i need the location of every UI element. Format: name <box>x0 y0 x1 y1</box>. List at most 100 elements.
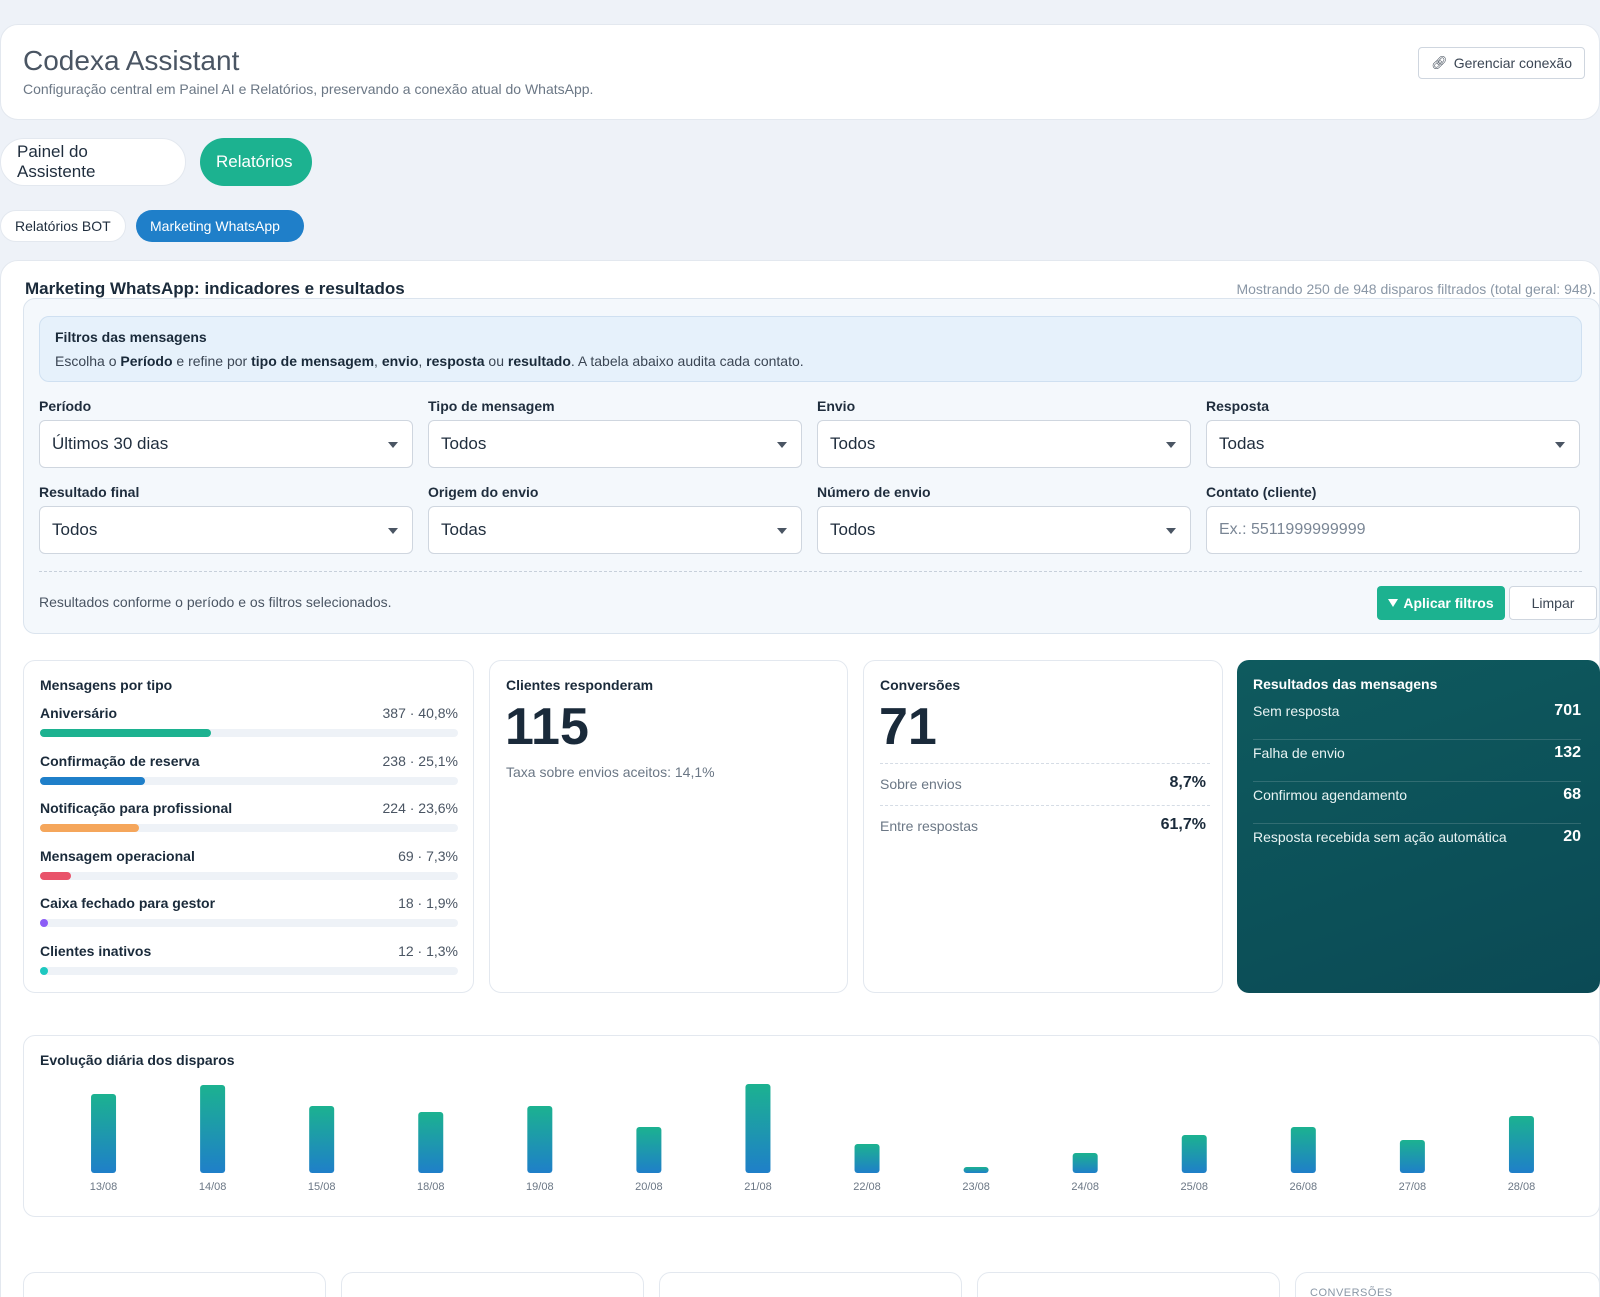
chart-bar <box>636 1127 662 1173</box>
apply-filters-button[interactable]: Aplicar filtros <box>1377 586 1505 620</box>
metric-divider <box>880 805 1210 806</box>
result-row: Resposta recebida sem ação automática 20 <box>1253 824 1581 866</box>
app-subtitle: Configuração central em Painel AI e Rela… <box>23 81 594 97</box>
type-progress-fill <box>40 871 71 880</box>
metric-label: Entre respostas <box>880 818 979 834</box>
subtab-marketing-whatsapp[interactable]: Marketing WhatsApp <box>136 210 304 242</box>
type-name: Confirmação de reserva <box>40 752 200 769</box>
apply-filters-label: Aplicar filtros <box>1403 595 1494 611</box>
chart-bar <box>745 1084 771 1173</box>
numero-select[interactable]: Todos <box>817 506 1191 554</box>
chevron-down-icon <box>1166 528 1176 534</box>
result-label: Resposta recebida sem ação automática <box>1253 829 1507 845</box>
result-row: Sem resposta 701 <box>1253 698 1581 740</box>
contato-label: Contato (cliente) <box>1206 484 1317 500</box>
chart-tick-label: 28/08 <box>1508 1181 1536 1193</box>
resultado-label: Resultado final <box>39 484 140 500</box>
type-progress-fill <box>40 824 139 832</box>
bottom-card <box>341 1272 644 1297</box>
conversions-card: Conversões 71 Sobre envios 8,7% Entre re… <box>863 660 1223 993</box>
conversions-title: Conversões <box>880 677 961 693</box>
bottom-card <box>659 1272 962 1297</box>
type-value: 12 · 1,3% <box>398 942 458 959</box>
chart-bar <box>418 1112 444 1173</box>
contato-input[interactable] <box>1206 506 1580 554</box>
type-name: Mensagem operacional <box>40 847 195 864</box>
chart-bar <box>91 1094 117 1173</box>
resultado-select[interactable]: Todos <box>39 506 413 554</box>
chart-tick-label: 22/08 <box>853 1181 881 1193</box>
type-progress-track <box>40 966 458 975</box>
type-name: Caixa fechado para gestor <box>40 895 216 911</box>
filters-info-text: Escolha o Período e refine por tipo de m… <box>55 353 804 369</box>
bottom-card <box>977 1272 1280 1297</box>
chart-tick-label: 27/08 <box>1399 1181 1427 1193</box>
bottom-conversions-label: CONVERSÕES <box>1310 1287 1393 1297</box>
type-value: 69 · 7,3% <box>398 847 458 864</box>
clear-filters-button[interactable]: Limpar <box>1509 586 1597 620</box>
origem-select[interactable]: Todas <box>428 506 802 554</box>
result-row: Falha de envio 132 <box>1253 740 1581 782</box>
daily-chart-card: Evolução diária dos disparos 13/08 14/08 1… <box>23 1035 1600 1217</box>
type-progress-track <box>40 824 458 832</box>
chart-tick-label: 18/08 <box>417 1181 445 1193</box>
result-row: Confirmou agendamento 68 <box>1253 782 1581 824</box>
chart-bar <box>1072 1153 1098 1173</box>
daily-chart: 13/08 14/08 15/08 18/08 19/08 20/08 21/08 22/08… <box>90 1084 1536 1193</box>
chevron-down-icon <box>777 528 787 534</box>
results-card: Resultados das mensagens Sem resposta 70… <box>1237 660 1600 993</box>
chevron-down-icon <box>777 442 787 448</box>
type-progress-track <box>40 871 458 880</box>
header-card: Codexa Assistant Configuração central em… <box>0 24 1600 120</box>
results-title: Resultados das mensagens <box>1253 676 1438 692</box>
manage-connection-button[interactable]: 🔗︎ Gerenciar conexão <box>1418 47 1585 79</box>
type-progress-fill <box>40 966 48 975</box>
envio-label: Envio <box>817 398 856 414</box>
conversions-value: 71 <box>879 698 937 756</box>
chart-bar <box>200 1085 226 1173</box>
result-label: Falha de envio <box>1253 745 1345 761</box>
chart-tick-label: 21/08 <box>744 1181 772 1193</box>
chart-bar <box>309 1106 335 1173</box>
report-count: Mostrando 250 de 948 disparos filtrados … <box>1236 281 1596 297</box>
report-title: Marketing WhatsApp: indicadores e result… <box>25 279 405 298</box>
bottom-card-conversions: CONVERSÕES <box>1295 1272 1600 1297</box>
result-label: Confirmou agendamento <box>1253 787 1408 803</box>
app-title: Codexa Assistant <box>23 45 240 76</box>
messages-by-type-card: Mensagens por tipo Aniversário 387 · 40,8… <box>23 660 474 993</box>
subtab-relatorios-bot[interactable]: Relatórios BOT <box>0 210 126 242</box>
tab-painel-assistente[interactable]: Painel do Assistente <box>0 138 186 186</box>
type-name: Notificação para profissional <box>40 800 233 816</box>
chart-tick-label: 19/08 <box>526 1181 554 1193</box>
envio-value: Todos <box>830 434 876 453</box>
chart-bar <box>854 1144 880 1173</box>
filter-icon <box>1388 599 1399 607</box>
chart-bar <box>963 1167 989 1173</box>
type-name: Clientes inativos <box>40 942 152 959</box>
type-progress-track <box>40 776 458 785</box>
type-progress-fill <box>40 919 48 927</box>
link-icon: 🔗︎ <box>1431 55 1448 70</box>
chart-tick-label: 23/08 <box>962 1181 990 1193</box>
filters-info-title: Filtros das mensagens <box>55 329 207 345</box>
filters-footer-text: Resultados conforme o período e os filtr… <box>39 594 392 610</box>
periodo-label: Período <box>39 398 92 414</box>
tipo-select[interactable]: Todos <box>428 420 802 468</box>
type-progress-track <box>40 919 458 927</box>
resultado-value: Todos <box>52 520 98 539</box>
type-value: 18 · 1,9% <box>398 895 458 911</box>
bottom-card <box>23 1272 326 1297</box>
messages-by-type-title: Mensagens por tipo <box>40 677 173 693</box>
chart-tick-label: 24/08 <box>1071 1181 1099 1193</box>
type-name: Aniversário <box>40 705 118 721</box>
envio-select[interactable]: Todos <box>817 420 1191 468</box>
type-progress-fill <box>40 776 145 785</box>
numero-value: Todos <box>830 520 876 539</box>
type-value: 224 · 23,6% <box>382 800 459 816</box>
resposta-select[interactable]: Todas <box>1206 420 1580 468</box>
tab-relatorios[interactable]: Relatórios <box>200 138 312 186</box>
periodo-select[interactable]: Últimos 30 dias <box>39 420 413 468</box>
chart-bar <box>1181 1135 1207 1173</box>
resposta-value: Todas <box>1219 434 1265 453</box>
result-value: 20 <box>1563 828 1581 845</box>
